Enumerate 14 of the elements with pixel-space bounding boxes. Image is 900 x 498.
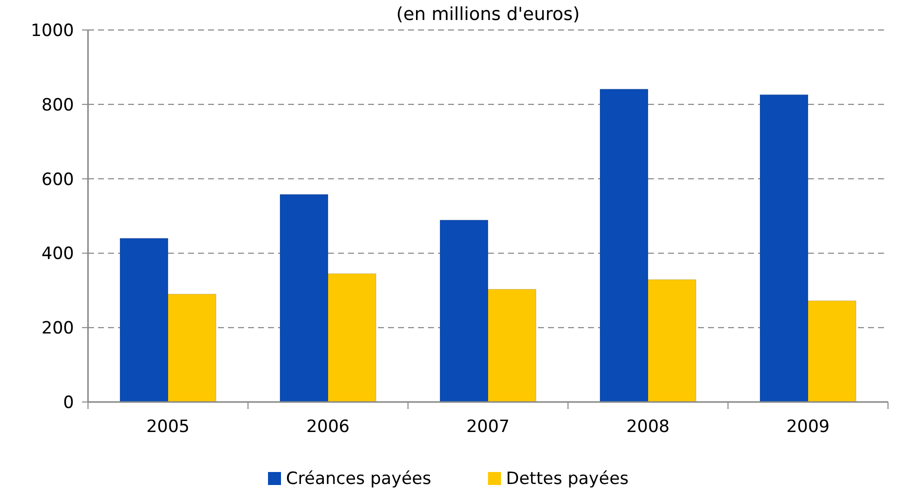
y-tick-label: 0 [63, 392, 74, 413]
legend-label: Créances payées [286, 469, 432, 489]
y-tick-label: 400 [42, 244, 74, 264]
x-tick-label: 2009 [786, 417, 830, 437]
y-tick-label: 200 [42, 318, 74, 339]
y-tick-label: 1000 [30, 20, 74, 41]
y-tick-label: 600 [42, 170, 74, 190]
x-tick-label: 2005 [146, 417, 190, 437]
x-tick-label: 2006 [306, 417, 350, 437]
y-tick-label: 800 [42, 95, 74, 116]
x-tick-label: 2008 [626, 417, 670, 437]
legend-label: Dettes payées [506, 469, 629, 489]
chart-title: (en millions d'euros) [396, 4, 580, 25]
x-tick-label: 2007 [466, 417, 510, 437]
